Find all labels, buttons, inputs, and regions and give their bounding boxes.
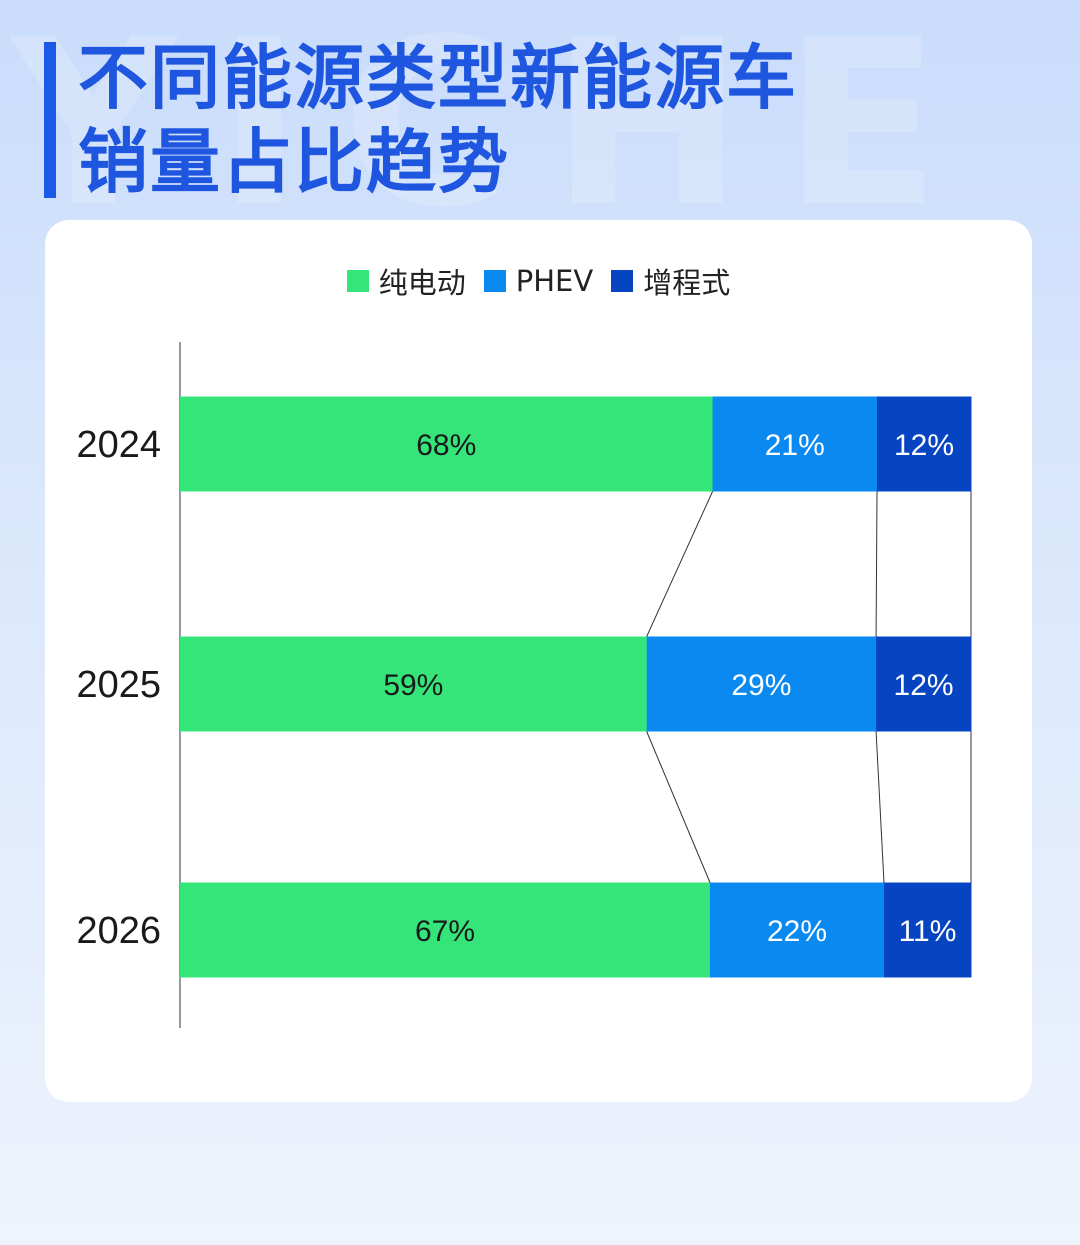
bar-2026-series-1 bbox=[180, 882, 711, 978]
bar-2024-series-1 bbox=[180, 396, 714, 492]
data-label-2024-series-3: 12% bbox=[894, 429, 954, 462]
chart-legend: 纯电动 PHEV 增程式 bbox=[45, 256, 1032, 306]
legend-label-bev: 纯电动 bbox=[378, 266, 466, 300]
title-line-2: 销量占比趋势 bbox=[78, 121, 510, 203]
legend-item-phev: PHEV bbox=[483, 264, 594, 298]
page-title: 不同能源类型新能源车 销量占比趋势 bbox=[78, 36, 798, 204]
data-label-2024-series-1: 68% bbox=[416, 429, 476, 462]
data-label-2025-series-1: 59% bbox=[383, 669, 443, 702]
title-line-1: 不同能源类型新能源车 bbox=[78, 37, 798, 119]
data-label-2024-series-2: 21% bbox=[765, 429, 825, 462]
bar-2025-series-1 bbox=[180, 636, 648, 732]
bar-2025-series-2 bbox=[646, 636, 877, 732]
title-accent-bar bbox=[44, 42, 56, 198]
bar-2024-series-3 bbox=[877, 396, 972, 492]
series-connector-line-1-2 bbox=[875, 491, 878, 637]
legend-swatch-bev bbox=[346, 270, 369, 292]
data-label-2026-series-3: 11% bbox=[899, 915, 957, 948]
category-label-2025: 2025 bbox=[76, 664, 161, 706]
legend-swatch-phev bbox=[483, 270, 506, 292]
series-connector-line-1-1 bbox=[646, 491, 714, 637]
series-connector-line-2-1 bbox=[646, 731, 711, 883]
data-label-2025-series-2: 29% bbox=[731, 669, 791, 702]
category-label-2026: 2026 bbox=[76, 910, 161, 952]
background-watermark: YICHE bbox=[10, 10, 981, 240]
bar-2024-series-2 bbox=[712, 396, 878, 492]
category-label-2024: 2024 bbox=[76, 424, 161, 466]
legend-label-phev: PHEV bbox=[515, 264, 594, 298]
chart-card: 纯电动 PHEV 增程式 68% 21% 12% 2024 59% 29% 12% 2025 6… bbox=[45, 220, 1032, 1102]
legend-swatch-erev bbox=[611, 270, 634, 292]
legend-item-bev: 纯电动 bbox=[346, 260, 466, 302]
stacked-bar-chart: 68% 21% 12% 2024 59% 29% 12% 2025 67% 22% 11% 2026 bbox=[76, 342, 972, 1028]
legend-item-erev: 增程式 bbox=[611, 260, 730, 302]
bar-2025-series-3 bbox=[876, 636, 972, 732]
data-label-2026-series-2: 22% bbox=[767, 915, 827, 948]
data-label-2026-series-1: 67% bbox=[415, 915, 475, 948]
bar-2026-series-3 bbox=[883, 882, 972, 978]
legend-label-erev: 增程式 bbox=[643, 266, 731, 300]
series-connector-line-2-2 bbox=[875, 731, 885, 883]
data-label-2025-series-3: 12% bbox=[894, 669, 954, 702]
bar-2026-series-2 bbox=[709, 882, 885, 978]
